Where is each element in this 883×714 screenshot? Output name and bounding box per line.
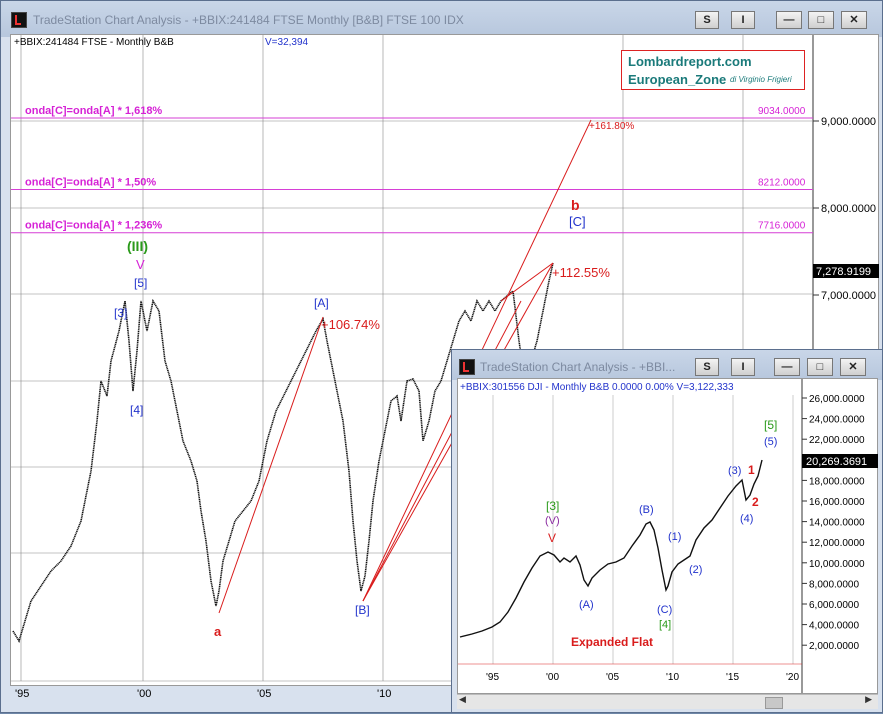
logo-byline: di Virginio Frigieri: [730, 75, 792, 84]
scrollbar-thumb[interactable]: [765, 697, 783, 709]
minimize-icon: —: [781, 361, 793, 373]
style-s-button[interactable]: S: [695, 11, 719, 29]
main-title-bar[interactable]: TradeStation Chart Analysis - +BBIX:2414…: [1, 1, 882, 37]
x-tick-label: '05: [257, 688, 271, 700]
minimize-icon: —: [783, 14, 795, 26]
close-icon: ✕: [848, 361, 858, 373]
indicator-i-button[interactable]: I: [731, 11, 755, 29]
inset-app-icon: [459, 359, 475, 375]
maximize-button[interactable]: □: [808, 11, 834, 29]
inset-symbol-info: +BBIX:301556 DJI - Monthly B&B 0.0000 0.…: [460, 382, 734, 393]
main-volume-info: V=32,394: [265, 37, 309, 48]
close-icon: ✕: [849, 14, 859, 26]
inset-chart-area[interactable]: [457, 378, 802, 694]
close-button[interactable]: ✕: [841, 11, 867, 29]
inset-price-axis[interactable]: [802, 378, 878, 694]
inset-indicator-i-button[interactable]: I: [731, 358, 755, 376]
main-symbol-info: +BBIX:241484 FTSE - Monthly B&B: [14, 37, 174, 48]
tradestation-app-icon: [11, 12, 27, 28]
maximize-icon: □: [816, 361, 824, 373]
main-window-title: TradeStation Chart Analysis - +BBIX:2414…: [33, 13, 464, 27]
inset-title-bar[interactable]: TradeStation Chart Analysis - +BBI... S …: [452, 350, 882, 380]
inset-minimize-button[interactable]: —: [774, 358, 800, 376]
logo-line-1: Lombardreport.com: [628, 54, 752, 69]
x-tick-label: '95: [15, 688, 29, 700]
inset-style-s-button[interactable]: S: [695, 358, 719, 376]
inset-close-button[interactable]: ✕: [840, 358, 866, 376]
scroll-left-icon[interactable]: ◀: [459, 695, 466, 705]
inset-window-title: TradeStation Chart Analysis - +BBI...: [480, 360, 676, 374]
scroll-right-icon[interactable]: ▶: [865, 695, 872, 705]
inset-horizontal-scrollbar[interactable]: ◀ ▶: [457, 694, 878, 709]
minimize-button[interactable]: —: [776, 11, 802, 29]
inset-maximize-button[interactable]: □: [807, 358, 833, 376]
maximize-icon: □: [817, 14, 825, 26]
x-tick-label: '10: [377, 688, 391, 700]
inset-chart-window[interactable]: TradeStation Chart Analysis - +BBI... S …: [451, 349, 883, 713]
main-x-axis-ticks: '95 '00 '05 '10: [15, 688, 391, 700]
lombard-report-logo: Lombardreport.com European_Zone di Virgi…: [621, 50, 805, 90]
x-tick-label: '00: [137, 688, 151, 700]
logo-line-2: European_Zone: [628, 72, 727, 87]
